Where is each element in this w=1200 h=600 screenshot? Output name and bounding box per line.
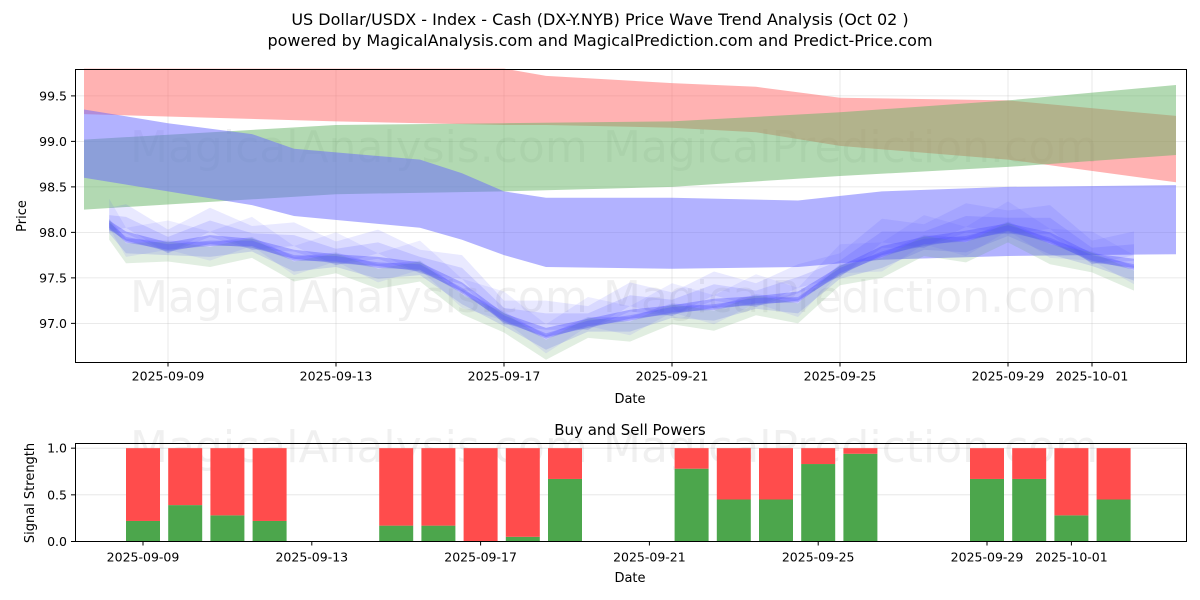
price-y-tick-label: 97.0 — [39, 316, 67, 331]
signal-x-tick-label: 2025-09-25 — [782, 550, 855, 565]
sell-bar — [253, 448, 287, 521]
sell-bar — [759, 448, 793, 499]
buy-bar — [379, 526, 413, 542]
sell-bar — [970, 448, 1004, 479]
signal-x-label: Date — [614, 571, 645, 586]
signal-x-ticks: 2025-09-09 2025-09-13 2025-09-17 2025-09-21… — [107, 542, 1108, 565]
price-x-tick-label: 2025-09-09 — [132, 369, 205, 384]
signal-x-tick-label: 2025-09-29 — [951, 550, 1024, 565]
buy-bar — [253, 521, 287, 542]
price-y-ticks: 97.0 97.5 98.0 98.5 99.0 99.5 — [39, 88, 75, 330]
price-x-ticks: 2025-09-09 2025-09-13 2025-09-17 2025-09-21… — [132, 363, 1129, 384]
price-x-tick-label: 2025-09-21 — [636, 369, 709, 384]
buy-bar — [801, 464, 835, 541]
buy-bar — [970, 479, 1004, 542]
signal-x-tick-label: 2025-10-01 — [1035, 550, 1108, 565]
sell-bar — [675, 448, 709, 469]
sell-bar — [464, 448, 498, 541]
chart-canvas: MagicalAnalysis.com MagicalPrediction.co… — [0, 0, 1200, 600]
signal-y-tick-label: 0.5 — [47, 487, 67, 502]
buy-bar — [506, 537, 540, 542]
signal-x-tick-label: 2025-09-21 — [613, 550, 686, 565]
sell-bar — [506, 448, 540, 537]
sell-bar — [1097, 448, 1131, 499]
signal-y-ticks: 0.0 0.5 1.0 — [47, 441, 75, 549]
signal-x-tick-label: 2025-09-13 — [275, 550, 348, 565]
price-y-tick-label: 99.5 — [39, 88, 67, 103]
buy-bar — [1097, 500, 1131, 542]
sell-bar — [801, 448, 835, 464]
sell-bar — [717, 448, 751, 499]
buy-bar — [421, 526, 455, 542]
buy-bar — [843, 454, 877, 542]
buy-bar — [126, 521, 160, 542]
price-y-tick-label: 99.0 — [39, 134, 67, 149]
sell-bar — [548, 448, 582, 479]
buy-bar — [717, 500, 751, 542]
price-x-tick-label: 2025-09-13 — [300, 369, 373, 384]
sell-bar — [843, 448, 877, 454]
price-y-tick-label: 98.5 — [39, 179, 67, 194]
sell-bar — [1012, 448, 1046, 479]
sell-bar — [168, 448, 202, 505]
buy-bar — [168, 505, 202, 541]
sell-bar — [421, 448, 455, 525]
buy-bar — [210, 515, 244, 541]
buy-bar — [1054, 515, 1088, 541]
sell-bar — [379, 448, 413, 525]
signal-x-tick-label: 2025-09-17 — [444, 550, 517, 565]
price-x-tick-label: 2025-10-01 — [1056, 369, 1129, 384]
buy-bar — [1012, 479, 1046, 542]
price-y-tick-label: 98.0 — [39, 225, 67, 240]
buy-bar — [548, 479, 582, 542]
buy-bar — [675, 469, 709, 542]
sell-bar — [126, 448, 160, 521]
price-y-label: Price — [15, 200, 30, 232]
price-x-tick-label: 2025-09-25 — [804, 369, 877, 384]
signal-x-tick-label: 2025-09-09 — [107, 550, 180, 565]
sell-bar — [210, 448, 244, 515]
signal-y-tick-label: 1.0 — [47, 441, 67, 456]
signal-y-tick-label: 0.0 — [47, 534, 67, 549]
price-x-tick-label: 2025-09-29 — [972, 369, 1045, 384]
price-y-tick-label: 97.5 — [39, 270, 67, 285]
sell-bar — [1054, 448, 1088, 515]
price-x-label: Date — [614, 392, 645, 407]
buy-bar — [759, 500, 793, 542]
signal-y-label: Signal Strength — [23, 443, 38, 543]
price-x-tick-label: 2025-09-17 — [468, 369, 541, 384]
